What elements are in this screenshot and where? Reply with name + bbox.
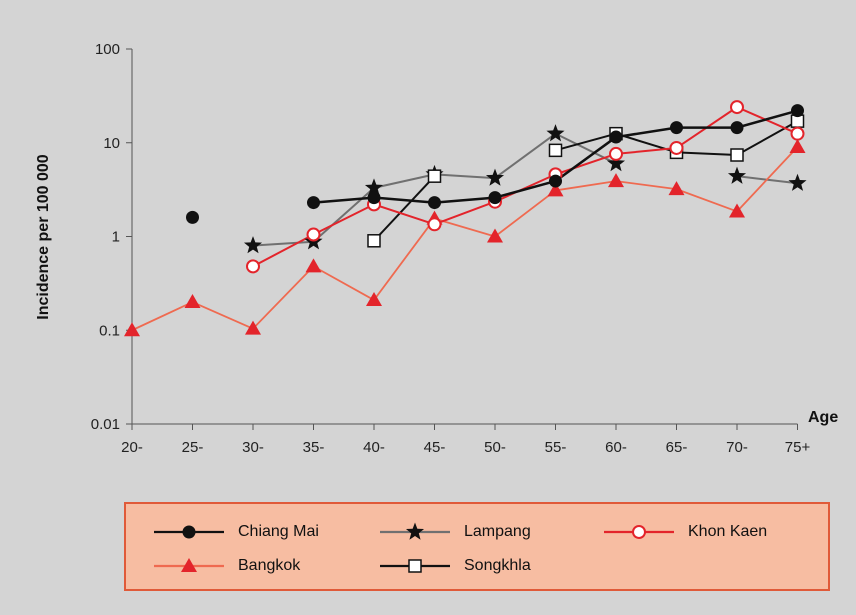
point-chiang-mai xyxy=(488,191,502,205)
point-songkhla xyxy=(427,169,442,183)
point-bangkok xyxy=(366,292,382,307)
point-khon-kaen xyxy=(246,259,260,274)
legend-label: Khon Kaen xyxy=(688,523,768,540)
point-khon-kaen xyxy=(609,146,623,161)
point-lampang xyxy=(243,236,263,254)
x-tick-label: 45- xyxy=(424,439,446,456)
x-tick-label: 55- xyxy=(545,439,567,456)
legend-swatch-bangkok xyxy=(154,558,224,572)
point-chiang-mai xyxy=(367,191,381,205)
point-chiang-mai xyxy=(609,130,623,144)
point-chiang-mai xyxy=(791,104,804,118)
legend-swatch-songkhla xyxy=(380,559,450,573)
legend-marker-khon-kaen xyxy=(632,525,646,539)
point-lampang xyxy=(546,124,565,142)
point-khon-kaen xyxy=(306,227,321,242)
point-khon-kaen xyxy=(669,140,684,155)
x-tick-label: 20- xyxy=(121,439,143,456)
y-tick-label: 0.1 xyxy=(99,322,120,339)
legend-label: Lampang xyxy=(464,523,531,540)
series-line-bangkok xyxy=(131,146,799,332)
point-bangkok xyxy=(608,173,624,188)
x-tick-label: 25- xyxy=(182,439,204,456)
legend-swatch-lampang xyxy=(380,522,450,540)
legend-marker-chiang-mai xyxy=(182,525,196,539)
legend-label: Chiang Mai xyxy=(238,523,319,540)
point-songkhla xyxy=(367,234,381,248)
x-tick-label: 65- xyxy=(666,439,688,456)
legend-item-khon-kaen: Khon Kaen xyxy=(604,520,767,544)
point-bangkok xyxy=(245,320,261,335)
legend-item-lampang: Lampang xyxy=(380,520,531,544)
point-bangkok xyxy=(487,228,503,243)
point-chiang-mai xyxy=(307,196,320,210)
point-bangkok xyxy=(124,322,140,337)
legend-swatch-khon-kaen xyxy=(604,525,674,539)
legend-swatch-chiang-mai xyxy=(154,525,224,539)
x-tick-label: 50- xyxy=(484,439,506,456)
point-bangkok xyxy=(668,181,685,196)
legend-item-chiang-mai: Chiang Mai xyxy=(154,520,319,544)
x-tick-label: 75+ xyxy=(785,439,811,456)
x-tick-label: 40- xyxy=(363,439,385,456)
legend: Chiang Mai Lampang Khon Kaen Bangkok Songkhl… xyxy=(124,502,830,591)
series-line-khon-kaen xyxy=(252,106,798,268)
point-khon-kaen xyxy=(730,100,744,115)
x-tick-label: 30- xyxy=(242,439,264,456)
point-chiang-mai xyxy=(428,196,441,210)
x-tick-label: 35- xyxy=(303,439,325,456)
x-tick-label: 70- xyxy=(726,439,748,456)
series-markers xyxy=(124,100,807,337)
x-axis-title: Age xyxy=(808,409,838,426)
point-lampang xyxy=(788,173,807,191)
y-tick-label: 0.01 xyxy=(91,416,120,433)
point-chiang-mai xyxy=(549,174,562,188)
y-tick-label: 100 xyxy=(95,41,120,58)
point-bangkok xyxy=(184,294,201,309)
point-lampang xyxy=(485,168,505,186)
point-khon-kaen xyxy=(790,126,805,141)
point-chiang-mai xyxy=(670,121,683,135)
point-bangkok xyxy=(547,182,564,197)
series-line-songkhla xyxy=(373,175,436,242)
point-bangkok xyxy=(789,139,806,154)
legend-item-songkhla: Songkhla xyxy=(380,554,531,578)
y-tick-label: 1 xyxy=(112,229,120,246)
point-lampang xyxy=(606,154,626,172)
legend-item-bangkok: Bangkok xyxy=(154,554,300,578)
point-lampang xyxy=(727,166,747,184)
point-bangkok xyxy=(729,203,745,218)
point-bangkok xyxy=(305,258,322,273)
point-songkhla xyxy=(730,148,744,162)
legend-label: Songkhla xyxy=(464,557,531,574)
y-axis-title: Incidence per 100 000 xyxy=(35,154,52,320)
point-khon-kaen xyxy=(427,217,442,232)
x-tick-label: 60- xyxy=(605,439,627,456)
y-tick-label: 10 xyxy=(103,135,120,152)
point-lampang xyxy=(364,178,384,196)
point-chiang-mai xyxy=(186,210,199,224)
series-lines xyxy=(131,106,799,332)
point-songkhla xyxy=(548,143,563,158)
legend-marker-songkhla xyxy=(408,559,422,573)
legend-marker-bangkok xyxy=(181,558,197,572)
legend-marker-lampang xyxy=(405,522,425,540)
point-chiang-mai xyxy=(730,121,744,135)
legend-label: Bangkok xyxy=(238,557,301,574)
